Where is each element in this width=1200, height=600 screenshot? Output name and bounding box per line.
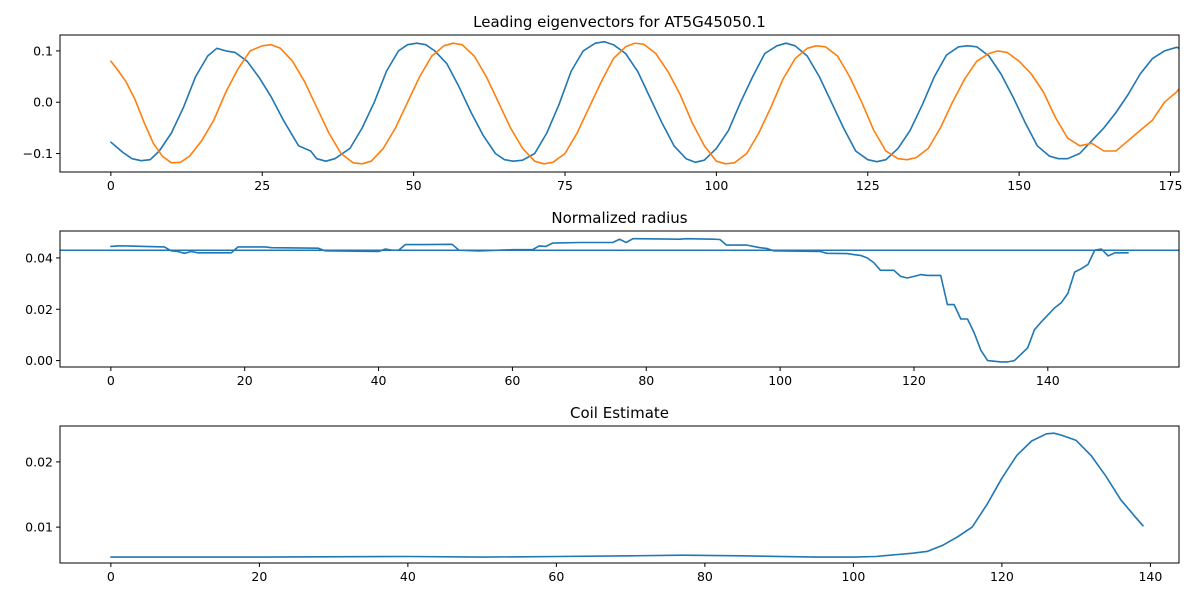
x-tick-label: 140	[1036, 373, 1060, 388]
x-tick-label: 150	[1007, 178, 1031, 193]
y-tick-label: 0.0	[33, 95, 53, 110]
y-tick-label: 0.04	[25, 250, 53, 265]
plot-area	[60, 237, 1179, 363]
x-tick-label: 100	[704, 178, 728, 193]
x-tick-label: 120	[902, 373, 926, 388]
y-tick-label: 0.02	[25, 454, 53, 469]
x-tick-label: 75	[557, 178, 573, 193]
x-tick-label: 25	[254, 178, 270, 193]
x-tick-label: 125	[856, 178, 880, 193]
x-tick-label: 20	[251, 569, 267, 584]
x-tick-label: 175	[1159, 178, 1183, 193]
x-tick-label: 40	[371, 373, 387, 388]
y-tick-label: 0.00	[25, 353, 53, 368]
x-tick-label: 80	[638, 373, 654, 388]
x-tick-label: 50	[406, 178, 422, 193]
series-line-1	[110, 42, 1179, 165]
y-tick-label: 0.1	[33, 43, 53, 58]
series-line-0	[110, 40, 1179, 164]
x-tick-label: 60	[504, 373, 520, 388]
x-tick-label: 80	[697, 569, 713, 584]
plot-area	[110, 40, 1179, 165]
x-tick-label: 120	[990, 569, 1014, 584]
plot-area	[110, 432, 1144, 558]
subplot-title: Leading eigenvectors for AT5G45050.1	[473, 13, 766, 31]
x-tick-label: 100	[768, 373, 792, 388]
x-tick-label: 60	[548, 569, 564, 584]
subplot-title: Coil Estimate	[570, 404, 669, 422]
subplot-title: Normalized radius	[551, 209, 687, 227]
series-line-0	[110, 237, 1129, 363]
x-tick-label: 140	[1138, 569, 1162, 584]
x-tick-label: 0	[107, 178, 115, 193]
x-tick-label: 20	[237, 373, 253, 388]
x-tick-label: 0	[107, 373, 115, 388]
x-tick-label: 100	[841, 569, 865, 584]
axes-frame	[59, 425, 1180, 564]
subplot-normalized-radius: Normalized radius 0 20 40 60 80 100 120 140 0.00 0…	[25, 209, 1180, 388]
axes-frame	[59, 230, 1180, 368]
y-tick-label: 0.02	[25, 302, 53, 317]
y-tick-label: −0.1	[23, 146, 53, 161]
x-tick-label: 40	[400, 569, 416, 584]
subplot-eigenvectors: Leading eigenvectors for AT5G45050.1 0 25 5…	[23, 13, 1183, 193]
y-tick-label: 0.01	[25, 520, 53, 535]
axes-frame	[59, 34, 1180, 173]
subplot-coil-estimate: Coil Estimate 0 20 40 60 80 100 120 140 0.01 0.02	[25, 404, 1180, 584]
series-line-0	[110, 432, 1144, 558]
x-tick-label: 0	[107, 569, 115, 584]
